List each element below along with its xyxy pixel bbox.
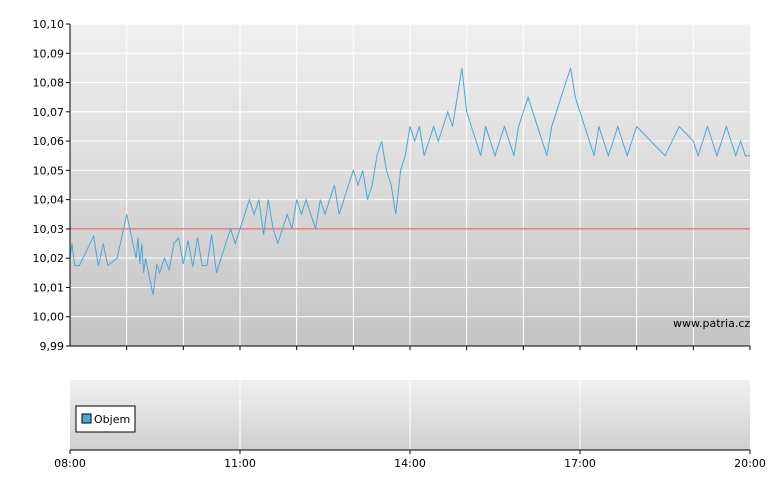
price-y-tick-label: 10,05	[33, 164, 65, 177]
price-y-tick-label: 10,02	[33, 252, 65, 265]
price-y-tick-label: 10,00	[33, 311, 65, 324]
price-grid	[70, 23, 750, 346]
price-y-tick-label: 10,03	[33, 223, 65, 236]
legend-swatch-objem	[81, 413, 92, 424]
price-y-tick-label: 10,04	[33, 194, 65, 207]
price-y-tick-label: 10,07	[33, 106, 65, 119]
volume-x-tick-label: 17:00	[564, 457, 596, 470]
price-x-tickmarks	[126, 346, 751, 350]
volume-x-tick-label: 14:00	[394, 457, 426, 470]
price-y-tick-label: 10,01	[33, 281, 65, 294]
volume-x-tick-label: 11:00	[224, 457, 256, 470]
price-y-ticks: 9,99 10,00 10,01 10,02 10,03 10,04 10,05 10,06 1…	[33, 18, 70, 353]
legend: Objem	[75, 405, 136, 433]
price-y-tick-label: 10,08	[33, 77, 65, 90]
volume-grid	[239, 380, 581, 450]
volume-x-tick-label: 08:00	[54, 457, 86, 470]
price-y-tick-label: 10,10	[33, 18, 65, 31]
volume-x-tick-label: 20:00	[734, 457, 766, 470]
volume-x-ticks: 08:00 11:00 14:00 17:00 20:00	[54, 450, 766, 470]
volume-chart: 08:00 11:00 14:00 17:00 20:00 Objem	[54, 380, 766, 470]
price-y-tick-label: 10,06	[33, 135, 65, 148]
legend-label-objem: Objem	[94, 413, 130, 426]
watermark: www.patria.cz	[673, 317, 750, 330]
price-y-tick-label: 9,99	[40, 340, 65, 353]
price-y-tick-label: 10,09	[33, 47, 65, 60]
price-series-line	[69, 67, 750, 295]
price-chart: 9,99 10,00 10,01 10,02 10,03 10,04 10,05 10,06 1…	[33, 18, 751, 353]
